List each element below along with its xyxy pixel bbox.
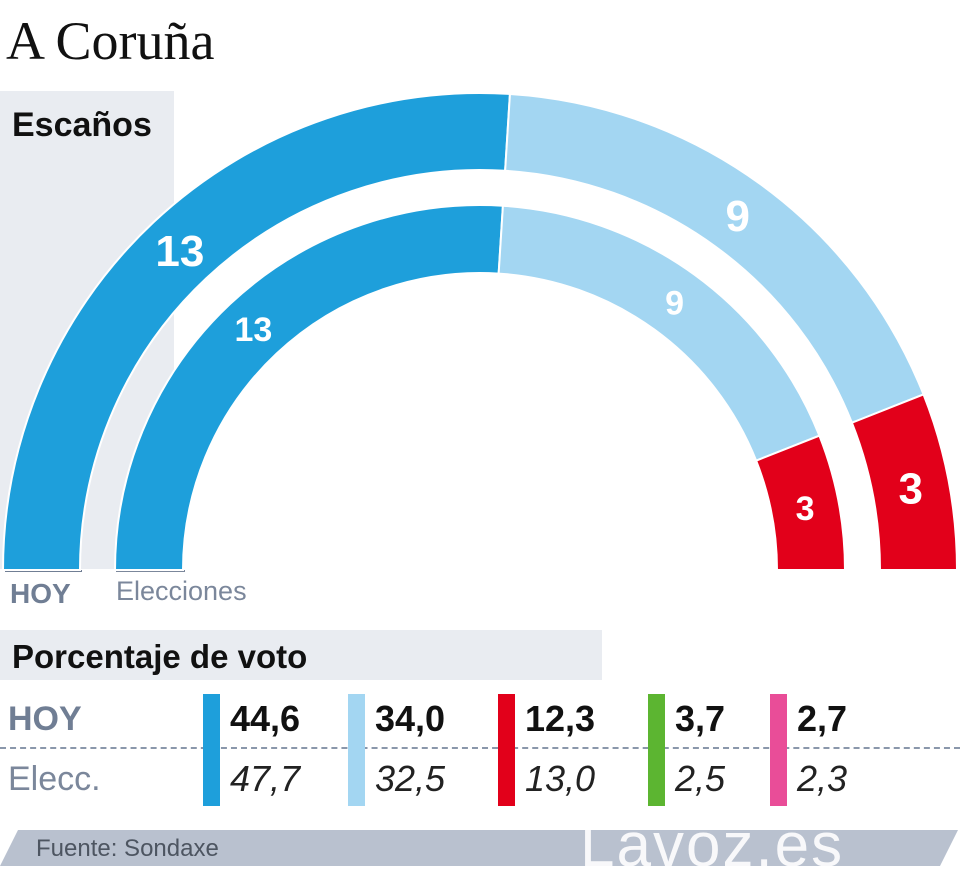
source-note: Fuente: Sondaxe bbox=[36, 835, 219, 862]
seats-heading: Escaños bbox=[12, 106, 152, 144]
elections-seat-label-0: 13 bbox=[235, 311, 273, 349]
elections-vote-value-2: 13,0 bbox=[525, 758, 596, 799]
seat-arc-chart: 13 9 3 13 9 3 bbox=[1, 92, 959, 572]
today-vote-value-1: 34,0 bbox=[375, 698, 446, 739]
today-seat-label-1: 9 bbox=[726, 192, 750, 241]
elections-row-label: Elecc. bbox=[8, 760, 101, 798]
vote-heading: Porcentaje de voto bbox=[12, 638, 308, 675]
today-row-label: HOY bbox=[8, 700, 82, 738]
party-color-bar-2 bbox=[498, 694, 515, 806]
elections-vote-value-1: 32,5 bbox=[375, 758, 446, 799]
party-color-bar-0 bbox=[203, 694, 220, 806]
today-vote-value-3: 3,7 bbox=[675, 698, 726, 739]
elections-vote-value-4: 2,3 bbox=[797, 758, 848, 799]
brand-watermark: Lavoz.es bbox=[580, 811, 845, 880]
today-seat-label-2: 3 bbox=[898, 465, 922, 514]
footer-band bbox=[0, 830, 958, 866]
elections-seat-label-1: 9 bbox=[665, 284, 684, 322]
party-color-bar-4 bbox=[770, 694, 787, 806]
party-color-bar-1 bbox=[348, 694, 365, 806]
elections-ring-label: Elecciones bbox=[116, 576, 247, 606]
elections-seat-label-2: 3 bbox=[796, 490, 815, 528]
today-ring-label: HOY bbox=[10, 578, 71, 609]
vote-panel bbox=[0, 630, 602, 680]
party-color-bar-3 bbox=[648, 694, 665, 806]
elections-vote-value-0: 47,7 bbox=[230, 758, 301, 799]
elections-seat-segment-2 bbox=[754, 434, 847, 571]
today-vote-value-2: 12,3 bbox=[525, 698, 596, 739]
row-divider bbox=[0, 747, 960, 749]
today-vote-value-0: 44,6 bbox=[230, 698, 301, 739]
today-seat-label-0: 13 bbox=[155, 227, 204, 276]
today-seat-segment-2 bbox=[850, 393, 959, 571]
page-title: A Coruña bbox=[6, 11, 215, 71]
today-vote-value-4: 2,7 bbox=[797, 698, 848, 739]
elections-vote-value-3: 2,5 bbox=[675, 758, 726, 799]
